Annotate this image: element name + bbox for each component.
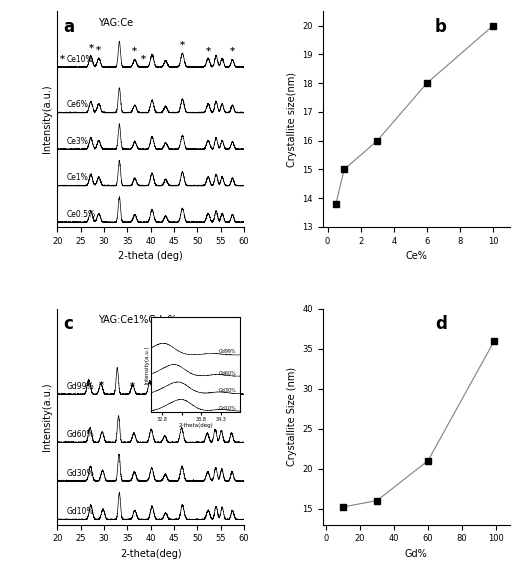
Text: Gd10%: Gd10%	[67, 507, 94, 516]
Text: Gd99%: Gd99%	[67, 382, 94, 391]
X-axis label: 2-theta(deg): 2-theta(deg)	[120, 549, 181, 559]
Text: Ce3%: Ce3%	[67, 137, 88, 146]
Text: Ce6%: Ce6%	[67, 100, 88, 109]
Text: *: *	[148, 381, 152, 390]
Text: d: d	[435, 315, 447, 333]
Text: *: *	[178, 381, 183, 390]
Text: Gd30%: Gd30%	[67, 469, 94, 478]
Text: *: *	[217, 382, 223, 391]
Text: a: a	[63, 17, 74, 36]
Text: *: *	[98, 381, 103, 390]
X-axis label: 2-theta (deg): 2-theta (deg)	[118, 251, 183, 261]
Text: *: *	[180, 41, 185, 50]
Text: Ce0.5%: Ce0.5%	[67, 210, 96, 219]
Text: YAG:Ce: YAG:Ce	[98, 17, 134, 28]
Text: *: *	[130, 382, 135, 391]
Y-axis label: Intensity(a.u.): Intensity(a.u.)	[42, 382, 51, 451]
Text: *: *	[86, 381, 91, 390]
Y-axis label: Crystallite Size (nm): Crystallite Size (nm)	[287, 367, 297, 466]
X-axis label: Gd%: Gd%	[405, 549, 427, 559]
Text: Ce1%: Ce1%	[67, 173, 88, 182]
Text: *: *	[59, 55, 64, 64]
Text: *: *	[205, 46, 211, 55]
Text: Ce10%: Ce10%	[67, 55, 93, 64]
X-axis label: Ce%: Ce%	[405, 251, 427, 261]
Text: *: *	[230, 47, 235, 56]
Text: YAG:Ce1%Gdx%: YAG:Ce1%Gdx%	[98, 315, 177, 325]
Y-axis label: Crystallite size(nm): Crystallite size(nm)	[287, 72, 297, 166]
Text: *: *	[132, 47, 137, 56]
Y-axis label: Intensity(a.u.): Intensity(a.u.)	[42, 85, 51, 153]
Text: Gd60%: Gd60%	[67, 430, 94, 439]
Text: *: *	[141, 55, 146, 64]
Text: *: *	[88, 43, 94, 52]
Text: *: *	[96, 46, 101, 55]
Text: b: b	[435, 17, 447, 36]
Text: *: *	[203, 381, 209, 390]
Text: *: *	[228, 381, 233, 390]
Text: c: c	[63, 315, 73, 333]
